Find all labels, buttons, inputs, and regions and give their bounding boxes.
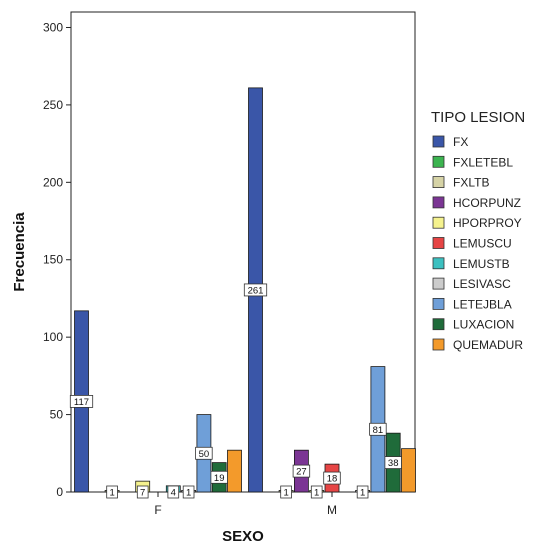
data-label: 18 — [327, 474, 338, 485]
data-label-box — [167, 485, 180, 499]
legend: FX FXLETEBL FXLTB HCORPUNZ HPORPROY LEMUSCU LE… — [432, 135, 523, 352]
legend-swatch-luxacion — [432, 318, 445, 331]
legend-label-hporproy: HPORPROY — [453, 216, 522, 230]
x-axis-title: SEXO — [222, 528, 264, 545]
legend-swatch-fxletebl — [432, 155, 445, 168]
data-label: 27 — [296, 467, 307, 478]
data-label-box — [310, 485, 323, 499]
legend-label-letejbla: LETEJBLA — [453, 297, 512, 311]
legend-label-luxacion: LUXACION — [453, 318, 514, 332]
legend-swatch-lemuscu — [432, 237, 445, 249]
legend-swatch-fxltb — [432, 176, 445, 189]
data-label: 4 — [171, 488, 176, 499]
data-label-box — [369, 422, 387, 436]
data-label: 117 — [74, 397, 89, 408]
y-tick-label: 100 — [43, 330, 63, 344]
data-label: 81 — [373, 425, 384, 436]
data-label-box — [280, 485, 292, 499]
data-label: 1 — [186, 488, 191, 499]
plot-area — [70, 11, 416, 493]
data-label: 50 — [199, 449, 210, 460]
y-tick-label: 50 — [50, 408, 64, 422]
bar-quemadur-m — [401, 448, 416, 493]
data-label-box — [106, 485, 118, 499]
legend-swatch-lemustb — [432, 257, 445, 270]
y-tick-label: 300 — [43, 20, 63, 34]
y-tick-label: 0 — [56, 485, 63, 499]
y-axis-title: Frecuencia — [11, 212, 28, 292]
data-label-box — [384, 456, 402, 469]
legend-label-fxletebl: FXLETEBL — [453, 155, 513, 169]
data-label: 1 — [314, 488, 319, 499]
data-label-box — [210, 470, 228, 484]
legend-label-fx: FX — [453, 135, 468, 149]
data-label: 19 — [214, 473, 225, 484]
data-label-box — [195, 446, 213, 460]
y-tick-label: 150 — [43, 253, 63, 267]
legend-swatch-hcorpunz — [432, 196, 445, 209]
legend-swatch-fx — [432, 135, 445, 148]
legend-label-lemuscu: LEMUSCU — [453, 237, 512, 251]
y-tick-label: 200 — [43, 175, 63, 189]
legend-label-hcorpunz: HCORPUNZ — [453, 196, 521, 210]
data-label: 1 — [360, 488, 365, 499]
data-label: 7 — [140, 488, 145, 499]
legend-swatch-quemadur — [432, 338, 445, 351]
legend-label-quemadur: QUEMADUR — [453, 338, 523, 352]
data-label: 1 — [109, 488, 114, 499]
data-label-box — [356, 485, 369, 499]
legend-swatch-letejbla — [432, 297, 445, 310]
data-label: 261 — [248, 285, 264, 296]
data-label: 38 — [388, 458, 399, 469]
legend-title: TIPO LESION — [431, 109, 525, 126]
data-label-box — [323, 471, 341, 485]
x-tick-label: M — [327, 503, 337, 517]
data-label-box — [243, 283, 268, 297]
legend-label-fxltb: FXLTB — [453, 176, 489, 190]
x-tick-label: F — [154, 503, 161, 517]
data-label: 1 — [283, 488, 288, 499]
bar-quemadur-f — [227, 449, 242, 493]
data-label-box — [292, 464, 311, 478]
legend-swatch-lesivasc — [432, 277, 445, 290]
legend-swatch-hporproy — [432, 216, 445, 229]
legend-label-lemustb: LEMUSTB — [453, 257, 510, 271]
data-label-box — [69, 395, 94, 408]
legend-label-lesivasc: LESIVASC — [453, 277, 511, 291]
data-label-box — [136, 485, 149, 499]
data-label-box — [182, 485, 195, 499]
y-tick-label: 250 — [43, 98, 63, 112]
